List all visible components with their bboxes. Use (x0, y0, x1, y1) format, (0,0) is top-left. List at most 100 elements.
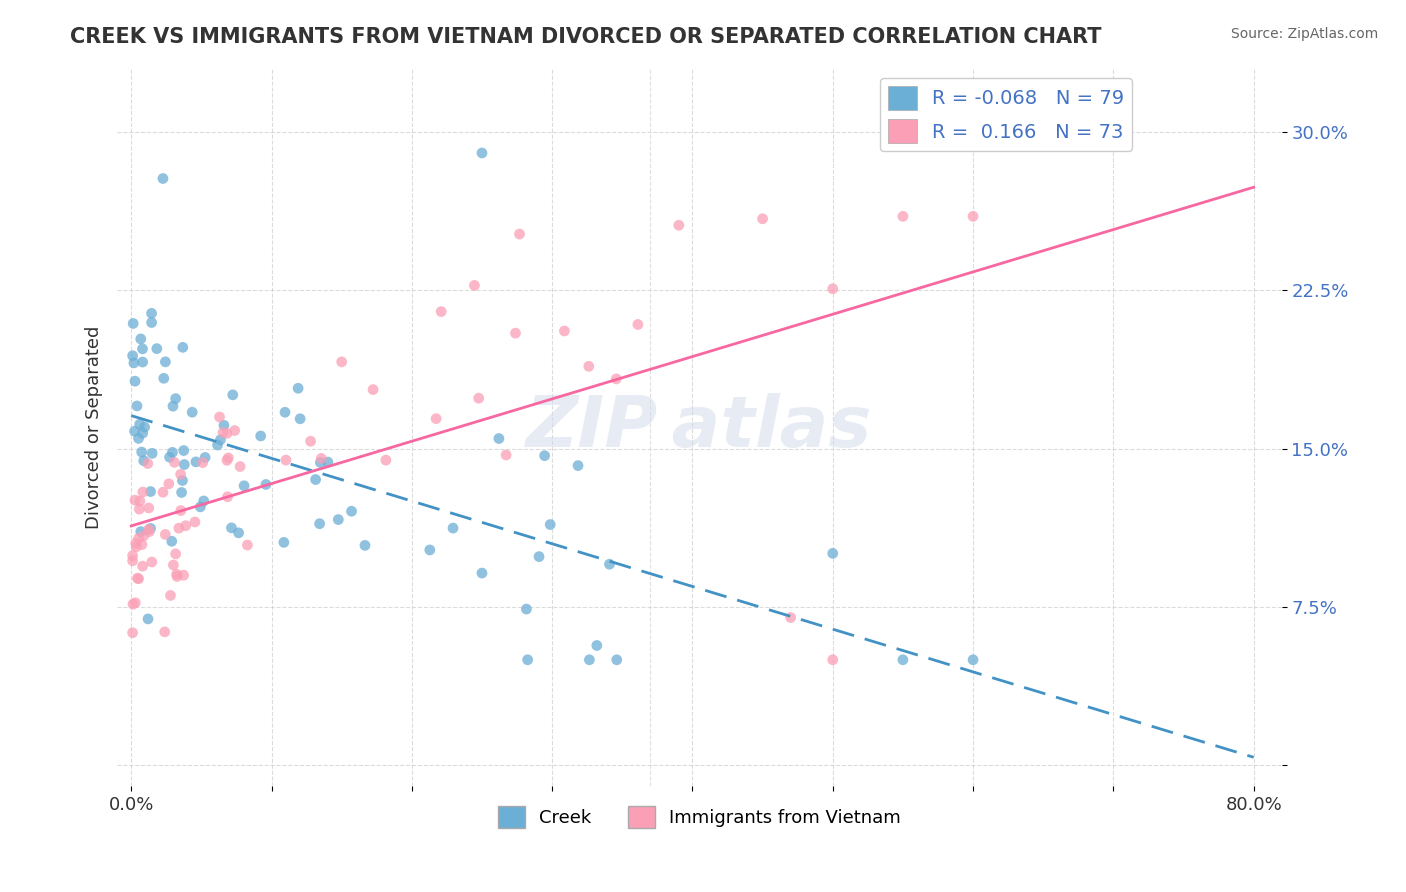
Point (141, 306, 163, 320)
Point (167, 521, 190, 535)
Point (567, 458, 589, 473)
Point (374, 453, 396, 467)
Point (299, 434, 322, 449)
Point (181, 405, 204, 419)
Point (132, 453, 155, 467)
Point (131, 445, 153, 459)
Point (121, 549, 143, 563)
Point (139, 521, 162, 535)
Point (184, 455, 207, 469)
Point (121, 554, 143, 568)
Point (141, 446, 163, 460)
Point (153, 624, 176, 639)
Point (962, 653, 984, 667)
Point (212, 425, 235, 440)
Point (330, 355, 353, 369)
Point (274, 453, 297, 467)
Point (124, 424, 146, 438)
Text: Source: ZipAtlas.com: Source: ZipAtlas.com (1230, 27, 1378, 41)
Point (138, 524, 160, 539)
Point (146, 342, 169, 356)
Point (311, 451, 333, 466)
Point (274, 405, 297, 419)
Point (821, 282, 844, 296)
Point (131, 342, 153, 356)
Point (488, 432, 510, 446)
Point (208, 409, 231, 424)
Point (430, 304, 453, 318)
Point (821, 546, 844, 560)
Point (129, 524, 152, 539)
Point (209, 433, 232, 447)
Point (533, 449, 555, 463)
Point (166, 569, 188, 583)
Point (170, 485, 193, 500)
Point (273, 535, 295, 549)
Point (598, 558, 620, 572)
Point (141, 555, 163, 569)
Point (159, 450, 181, 465)
Point (471, 146, 494, 161)
Point (155, 355, 177, 369)
Point (129, 494, 152, 508)
Text: ZIP atlas: ZIP atlas (526, 393, 873, 462)
Point (553, 324, 575, 338)
Point (124, 493, 146, 508)
Text: CREEK VS IMMIGRANTS FROM VIETNAM DIVORCED OR SEPARATED CORRELATION CHART: CREEK VS IMMIGRANTS FROM VIETNAM DIVORCE… (70, 27, 1102, 46)
Point (288, 411, 311, 425)
Point (152, 371, 174, 385)
Point (134, 420, 156, 434)
Point (217, 450, 239, 465)
Point (128, 502, 150, 516)
Point (515, 602, 537, 616)
Point (173, 458, 195, 472)
Point (128, 417, 150, 432)
Point (891, 210, 914, 224)
Point (162, 558, 184, 572)
Point (505, 326, 527, 341)
Point (166, 567, 188, 582)
Point (162, 445, 184, 459)
Point (174, 518, 197, 533)
Point (136, 457, 159, 471)
Point (221, 521, 243, 535)
Point (157, 476, 180, 491)
Point (165, 547, 187, 561)
Point (159, 589, 181, 603)
Point (194, 450, 217, 465)
Point (124, 596, 146, 610)
Point (308, 516, 330, 531)
Point (184, 515, 207, 529)
Point (340, 504, 363, 518)
Point (172, 474, 194, 488)
Point (361, 383, 384, 397)
Point (173, 443, 195, 458)
Point (463, 278, 485, 293)
Point (779, 610, 801, 624)
Point (131, 426, 153, 441)
Point (129, 332, 152, 346)
Point (471, 566, 494, 580)
Point (287, 381, 309, 395)
Point (229, 459, 252, 474)
Point (207, 438, 229, 452)
Point (309, 455, 332, 469)
Point (193, 494, 215, 508)
Point (131, 538, 153, 552)
Point (152, 485, 174, 500)
Point (585, 639, 607, 653)
Point (224, 424, 246, 438)
Point (425, 411, 447, 425)
Point (160, 534, 183, 549)
Point (467, 391, 489, 405)
Point (125, 399, 148, 413)
Point (1341, 262, 1364, 277)
Legend: Creek, Immigrants from Vietnam: Creek, Immigrants from Vietnam (491, 798, 908, 835)
Point (136, 612, 159, 626)
Point (124, 374, 146, 388)
Point (162, 399, 184, 413)
Point (121, 625, 143, 640)
Point (236, 538, 259, 552)
Point (132, 485, 155, 500)
Point (152, 171, 174, 186)
